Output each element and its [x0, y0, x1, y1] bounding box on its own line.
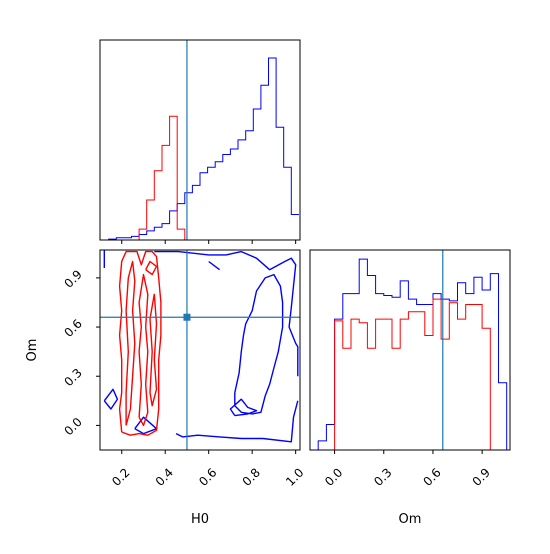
contour-red-8: [118, 250, 162, 436]
panel-hist-H0: [99, 39, 301, 244]
xlabel-Om: Om: [399, 512, 422, 527]
contour-blue-3: [208, 260, 221, 271]
contour-lines: [103, 250, 299, 443]
ylabel-Om: Om: [25, 339, 40, 362]
truth-marker: [183, 313, 191, 321]
contour-red-12: [145, 260, 158, 276]
xtick-label-Om-0: 0.0: [322, 465, 345, 488]
contour-red-10: [138, 273, 149, 427]
contour-blue-7: [229, 398, 258, 417]
xtick-label-Om-1: 0.3: [371, 465, 394, 488]
ytick-label-Om-3: 0.9: [61, 267, 84, 290]
xtick-label-H0-2: 0.6: [196, 465, 219, 488]
xtick-label-H0-3: 0.8: [240, 465, 263, 488]
contour-blue-6: [234, 273, 284, 415]
xtick-label-Om-3: 0.9: [470, 465, 493, 488]
contour-blue-4: [175, 400, 299, 443]
ytick-label-Om-0: 0.0: [61, 415, 84, 438]
xtick-label-H0-0: 0.2: [109, 465, 132, 488]
hist-Om-frame: [309, 249, 511, 451]
hist-Om-red-series: [318, 298, 507, 451]
contour-red-11: [149, 293, 158, 407]
ytick-label-Om-2: 0.6: [61, 317, 84, 340]
contour-blue-1: [154, 250, 299, 377]
contour-blue-2: [103, 388, 119, 410]
xtick-label-H0-4: 1.0: [283, 465, 306, 488]
hist-Om-blue-series: [317, 258, 508, 450]
xlabel-H0: H0: [191, 512, 209, 527]
ytick-label-Om-1: 0.3: [61, 366, 84, 389]
xtick-label-Om-2: 0.6: [420, 465, 443, 488]
hist-H0-blue-series: [108, 57, 299, 240]
hist-H0-frame: [99, 39, 301, 241]
xtick-label-H0-1: 0.4: [153, 465, 176, 488]
contour-frame: [99, 249, 301, 451]
panel-hist-Om: 0.0 0.3 0.6 0.9: [309, 249, 511, 489]
hist-H0-red-series: [108, 115, 299, 241]
contour-red-9: [125, 260, 136, 426]
panel-contour-H0-Om: 0.2 0.4 0.6 0.8 1.0 0.0 0.3 0.6 0.9: [61, 249, 307, 489]
